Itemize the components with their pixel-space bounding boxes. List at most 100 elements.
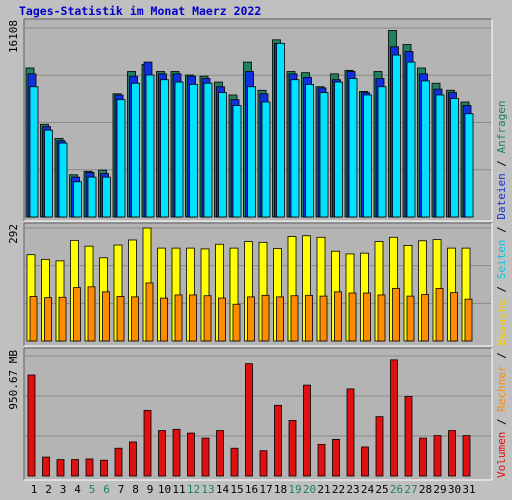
plot-panel-volume	[24, 348, 492, 480]
bar-volumen	[172, 428, 181, 477]
bar-seiten	[29, 86, 39, 218]
bar-rechner	[435, 287, 444, 342]
bar-rechner	[363, 292, 371, 342]
bar-rechner	[334, 291, 342, 342]
bar-rechner	[421, 294, 429, 342]
bar-volumen	[303, 384, 311, 477]
bar-rechner	[261, 294, 270, 342]
x-tick-label: 27	[404, 483, 417, 496]
bar-volumen	[433, 435, 442, 477]
bar-seiten	[305, 84, 314, 218]
x-tick-label: 18	[274, 483, 287, 496]
bar-seiten	[435, 94, 445, 218]
bar-rechner	[290, 295, 299, 342]
legend-seiten: Seiten	[495, 240, 508, 280]
x-tick-label: 16	[245, 483, 258, 496]
bar-volumen	[332, 438, 340, 477]
legend-separator: /	[495, 153, 508, 173]
bar-rechner	[189, 294, 197, 342]
bar-rechner	[102, 291, 110, 342]
legend-separator: /	[495, 279, 508, 299]
x-tick-label: 1	[31, 483, 38, 496]
bar-seiten	[392, 54, 401, 218]
x-tick-label: 11	[172, 483, 185, 496]
bar-seiten	[73, 181, 82, 218]
bar-seiten	[44, 129, 53, 218]
x-tick-label: 3	[60, 483, 67, 496]
legend-separator: /	[495, 412, 508, 432]
bar-seiten	[189, 84, 198, 218]
bar-seiten	[319, 92, 329, 218]
bar-rechner	[73, 287, 81, 342]
bar-rechner	[116, 296, 125, 342]
y-label-visits: 292	[7, 224, 20, 244]
bar-volumen	[404, 396, 413, 477]
bar-volumen	[448, 430, 456, 477]
x-tick-label: 2	[45, 483, 52, 496]
bar-seiten	[160, 79, 169, 218]
bar-volumen	[158, 430, 166, 477]
bar-rechner	[348, 292, 357, 342]
bar-volumen	[462, 435, 471, 477]
bar-seiten	[232, 105, 242, 218]
bar-volumen	[187, 432, 195, 477]
bar-rechner	[218, 297, 226, 342]
bar-seiten	[276, 42, 285, 218]
x-tick-label: 6	[103, 483, 110, 496]
bar-rechner	[145, 282, 154, 342]
bar-rechner	[58, 296, 67, 342]
x-tick-label: 30	[448, 483, 461, 496]
bar-seiten	[131, 82, 140, 218]
bar-volumen	[216, 430, 224, 477]
x-tick-label: 25	[375, 483, 388, 496]
bar-seiten	[363, 94, 372, 218]
bar-rechner	[464, 298, 473, 342]
bar-seiten	[334, 81, 343, 218]
legend: Volumen / Rechner / Besuche / Seiten / D…	[495, 100, 508, 478]
x-tick-label: 20	[303, 483, 316, 496]
legend-besuche: Besuche	[495, 299, 508, 345]
x-tick-label: 31	[462, 483, 475, 496]
bar-seiten	[247, 86, 256, 218]
bar-volumen	[85, 458, 94, 477]
bar-rechner	[174, 294, 183, 342]
bar-seiten	[116, 99, 126, 218]
bar-rechner	[247, 296, 255, 342]
bar-seiten	[406, 61, 416, 218]
legend-rechner: Rechner	[495, 365, 508, 412]
bar-volumen	[27, 374, 36, 477]
bar-volumen	[42, 456, 50, 477]
bar-seiten	[58, 142, 68, 218]
bar-rechner	[203, 295, 212, 342]
bar-rechner	[160, 297, 168, 342]
bar-seiten	[261, 101, 271, 218]
bar-seiten	[290, 79, 300, 218]
legend-dateien: Dateien	[495, 173, 508, 219]
bar-seiten	[218, 92, 227, 218]
x-tick-label: 28	[419, 483, 432, 496]
bar-volumen	[259, 450, 268, 477]
bar-volumen	[129, 441, 137, 477]
bar-rechner	[392, 287, 400, 342]
bar-rechner	[450, 292, 458, 342]
bar-rechner	[131, 296, 139, 342]
bar-volumen	[56, 459, 65, 477]
x-tick-label: 8	[132, 483, 139, 496]
legend-separator: /	[495, 346, 508, 366]
x-tick-label: 17	[259, 483, 272, 496]
bar-volumen	[245, 363, 253, 477]
bar-seiten	[203, 82, 213, 218]
bar-volumen	[419, 437, 427, 477]
bar-seiten	[348, 78, 358, 218]
bar-volumen	[114, 447, 123, 477]
y-label-hits: 16108	[7, 20, 20, 53]
page-title: Tages-Statistik im Monat Maerz 2022	[19, 4, 262, 18]
bar-rechner	[44, 297, 52, 342]
bar-seiten	[87, 176, 97, 218]
legend-separator: /	[495, 220, 508, 240]
bar-volumen	[71, 459, 79, 477]
x-tick-label: 29	[433, 483, 446, 496]
bar-seiten	[421, 80, 430, 218]
